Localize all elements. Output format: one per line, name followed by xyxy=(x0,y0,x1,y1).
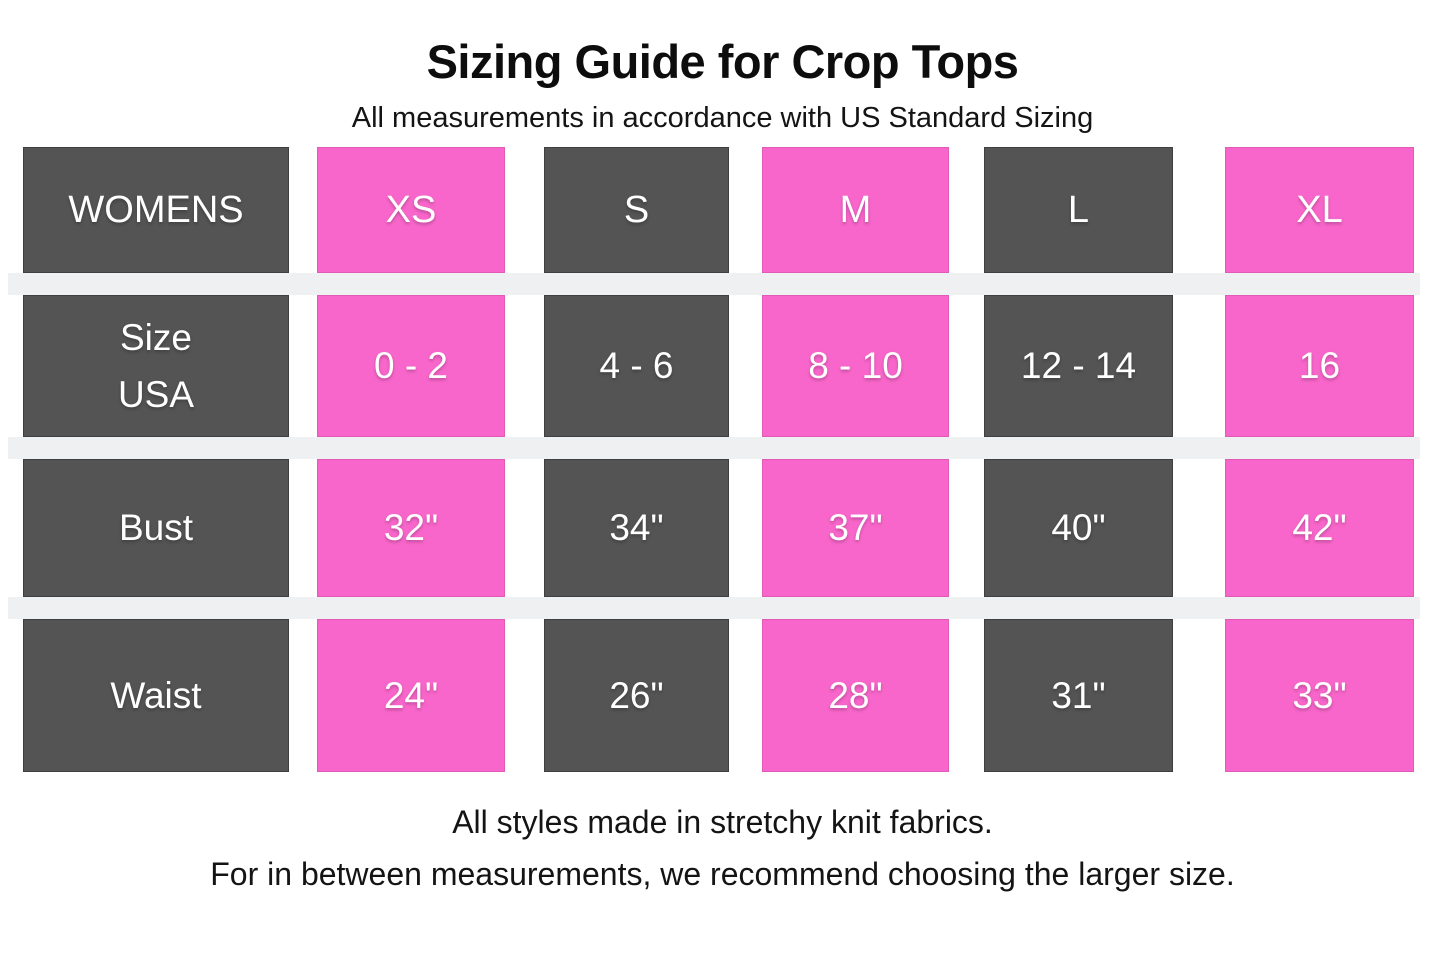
header-xs: XS xyxy=(317,147,505,273)
cell-bust-l: 40" xyxy=(984,459,1173,597)
cell-bust-xl: 42" xyxy=(1225,459,1414,597)
cell-waist-l: 31" xyxy=(984,619,1173,772)
cell-waist-xs: 24" xyxy=(317,619,505,772)
header-l: L xyxy=(984,147,1173,273)
row-label-bust: Bust xyxy=(23,459,289,597)
cell-waist-s: 26" xyxy=(544,619,729,772)
row-label-size-usa: Size USA xyxy=(23,295,289,437)
header-womens: WOMENS xyxy=(23,147,289,273)
cell-size-usa-l: 12 - 14 xyxy=(984,295,1173,437)
footer-notes: All styles made in stretchy knit fabrics… xyxy=(0,796,1445,900)
row-separator-band xyxy=(8,437,1420,459)
cell-bust-m: 37" xyxy=(762,459,949,597)
header-m: M xyxy=(762,147,949,273)
footer-note-fabrics: All styles made in stretchy knit fabrics… xyxy=(452,804,993,840)
cell-bust-s: 34" xyxy=(544,459,729,597)
header-xl: XL xyxy=(1225,147,1414,273)
cell-size-usa-xl: 16 xyxy=(1225,295,1414,437)
cell-size-usa-xs: 0 - 2 xyxy=(317,295,505,437)
cell-size-usa-m: 8 - 10 xyxy=(762,295,949,437)
row-separator-band xyxy=(8,273,1420,295)
page-title: Sizing Guide for Crop Tops xyxy=(426,35,1019,88)
row-separator-band xyxy=(8,597,1420,619)
cell-size-usa-s: 4 - 6 xyxy=(544,295,729,437)
footer-note-sizing-advice: For in between measurements, we recommen… xyxy=(210,856,1235,892)
cell-bust-xs: 32" xyxy=(317,459,505,597)
cell-waist-m: 28" xyxy=(762,619,949,772)
page-subtitle: All measurements in accordance with US S… xyxy=(351,102,1094,134)
row-label-waist: Waist xyxy=(23,619,289,772)
cell-waist-xl: 33" xyxy=(1225,619,1414,772)
header-s: S xyxy=(544,147,729,273)
